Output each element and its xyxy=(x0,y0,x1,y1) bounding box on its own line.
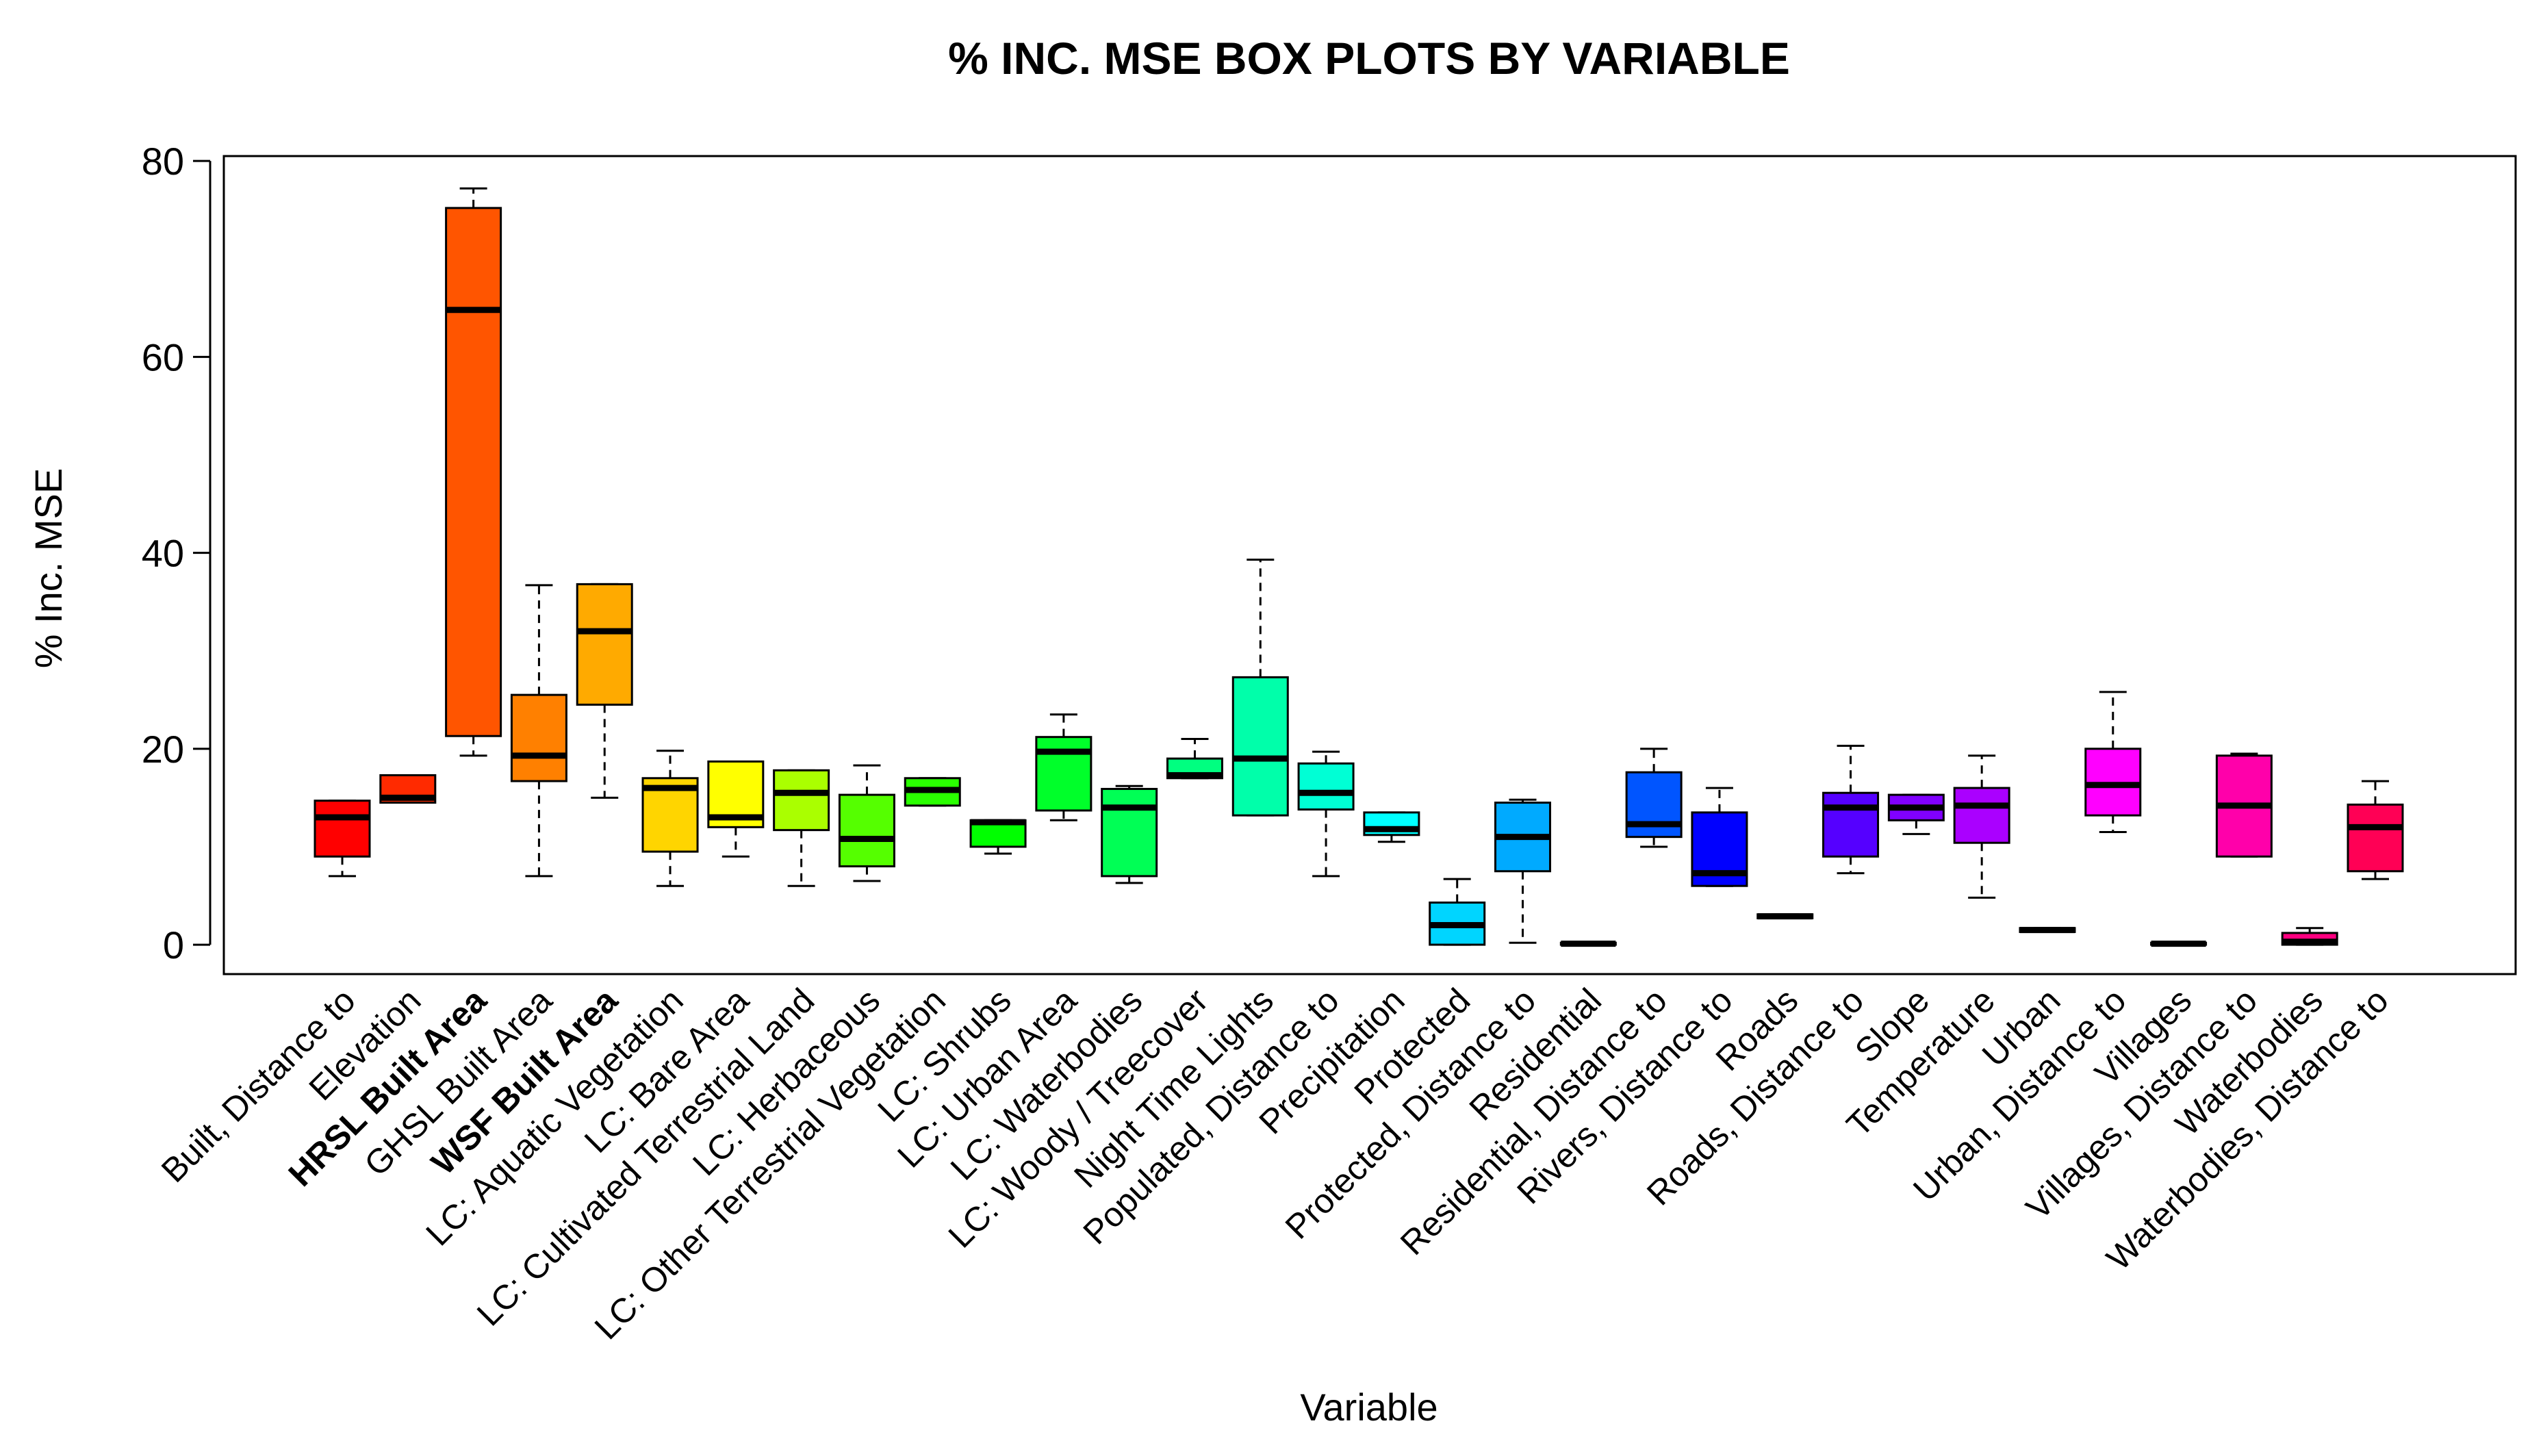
box-13 xyxy=(1101,784,1158,884)
iqr-box xyxy=(1297,762,1355,811)
box-28 xyxy=(2084,691,2142,833)
iqr-box xyxy=(1822,791,1880,858)
y-tick-label: 0 xyxy=(163,923,184,967)
iqr-box xyxy=(314,800,371,858)
box-26 xyxy=(1953,754,2010,899)
y-axis: 0 20 40 60 80 xyxy=(142,140,212,967)
box-32 xyxy=(2347,780,2404,880)
y-tick-label: 60 xyxy=(142,335,184,379)
y-tick-label: 80 xyxy=(142,140,184,183)
chart-title: % INC. MSE BOX PLOTS BY VARIABLE xyxy=(948,33,1790,84)
iqr-box xyxy=(1035,736,1092,812)
iqr-box xyxy=(2347,803,2404,873)
y-tick-label: 40 xyxy=(142,532,184,575)
y-tick-label: 20 xyxy=(142,728,184,771)
iqr-box xyxy=(838,793,895,868)
box-19 xyxy=(1494,798,1552,944)
box-1 xyxy=(314,800,371,878)
box-10 xyxy=(904,777,961,807)
box-29 xyxy=(2150,941,2208,947)
box-14 xyxy=(1166,738,1223,780)
box-31 xyxy=(2281,927,2338,946)
box-18 xyxy=(1429,878,1486,946)
iqr-box xyxy=(773,769,830,832)
box-3 xyxy=(445,187,502,757)
box-17 xyxy=(1363,811,1420,843)
iqr-box xyxy=(1101,788,1158,878)
iqr-box xyxy=(1953,787,2010,844)
box-8 xyxy=(773,769,830,887)
iqr-box xyxy=(445,207,502,737)
box-16 xyxy=(1297,750,1355,878)
iqr-box xyxy=(510,693,567,782)
iqr-box xyxy=(1231,676,1289,817)
box-7 xyxy=(707,760,765,858)
box-30 xyxy=(2215,752,2273,858)
box-4 xyxy=(510,584,567,878)
box-27 xyxy=(2019,927,2076,934)
box-22 xyxy=(1691,787,1748,887)
plot-frame xyxy=(222,155,2517,975)
box-5 xyxy=(576,583,633,799)
box-11 xyxy=(969,819,1027,855)
box-23 xyxy=(1756,913,1814,920)
iqr-box xyxy=(576,583,633,706)
y-axis-label: % Inc. MSE xyxy=(27,468,70,669)
box-25 xyxy=(1887,793,1945,835)
box-6 xyxy=(641,750,699,887)
box-21 xyxy=(1625,748,1683,848)
x-axis-label: Variable xyxy=(1300,1385,1437,1429)
box-2 xyxy=(379,774,437,804)
box-series xyxy=(314,187,2404,947)
box-12 xyxy=(1035,713,1092,821)
box-15 xyxy=(1231,559,1289,817)
box-24 xyxy=(1822,745,1880,875)
box-20 xyxy=(1559,941,1617,947)
box-9 xyxy=(838,764,895,882)
